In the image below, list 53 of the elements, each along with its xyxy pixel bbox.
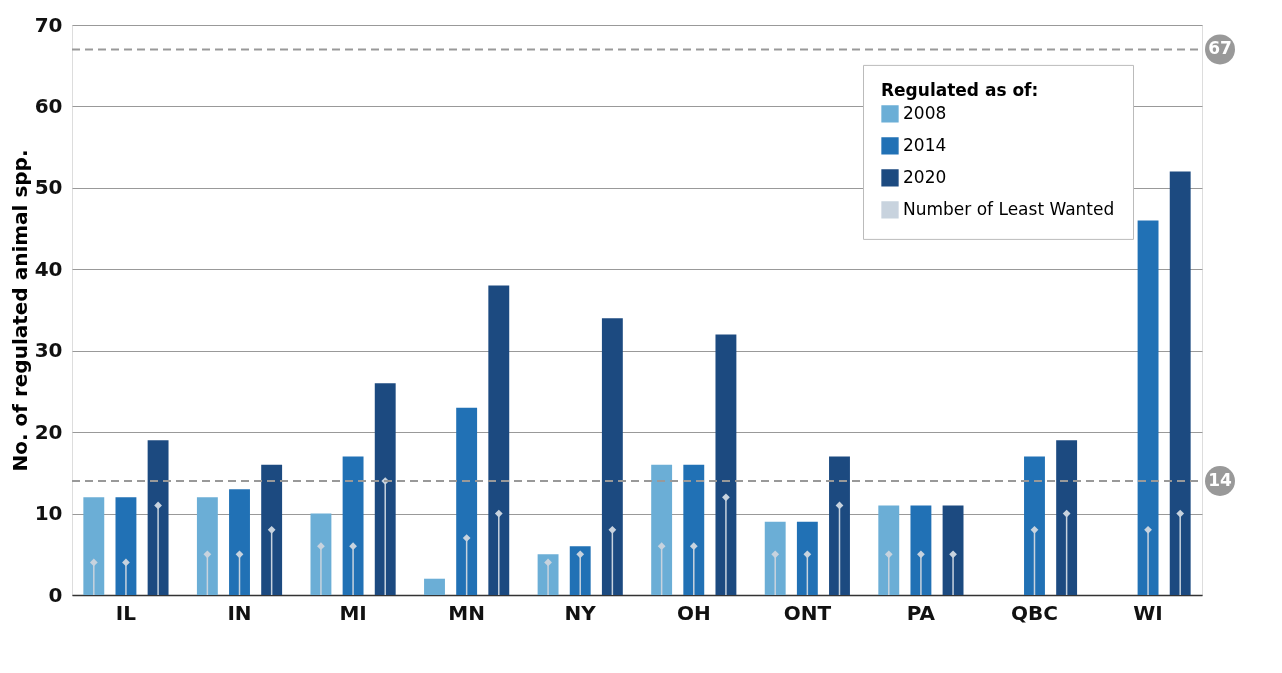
x-tick-label: MN xyxy=(448,600,485,625)
bar xyxy=(147,440,169,595)
bar xyxy=(1169,171,1191,595)
y-tick-label: 0 xyxy=(48,582,63,607)
legend-label: 2020 xyxy=(903,166,947,187)
y-tick-label: 30 xyxy=(34,338,63,363)
y-tick-label: 10 xyxy=(34,501,63,526)
bar xyxy=(715,334,737,595)
bar xyxy=(310,513,332,595)
bar xyxy=(764,521,786,595)
bar xyxy=(83,497,105,595)
y-tick-label: 60 xyxy=(34,93,63,118)
x-tick-label: PA xyxy=(906,600,936,625)
x-tick-label: MI xyxy=(339,600,367,625)
x-tick-label: QBC xyxy=(1011,600,1058,625)
bar xyxy=(651,464,673,595)
x-tick-label: WI xyxy=(1133,600,1163,625)
bar xyxy=(261,464,283,595)
bar xyxy=(683,464,705,595)
bar xyxy=(229,489,250,595)
bar xyxy=(796,521,818,595)
bar xyxy=(488,285,510,595)
y-tick-label: 20 xyxy=(34,419,63,444)
bar xyxy=(196,497,218,595)
bar xyxy=(601,318,623,595)
legend-title: Regulated as of: xyxy=(881,79,1039,100)
bar xyxy=(829,456,850,595)
bar xyxy=(424,578,445,595)
bar xyxy=(878,505,900,595)
bar xyxy=(456,407,478,595)
bar xyxy=(374,383,396,595)
y-axis-title: No. of regulated animal spp. xyxy=(7,149,32,472)
y-tick-label: 50 xyxy=(34,175,63,200)
bar xyxy=(942,505,964,595)
bar xyxy=(342,456,364,595)
legend-label: 2008 xyxy=(903,102,947,123)
y-tick-label: 70 xyxy=(34,12,63,37)
x-tick-label: NY xyxy=(564,600,597,625)
bar xyxy=(1137,220,1159,595)
x-tick-label: IN xyxy=(227,600,252,625)
ref-line-label: 14 xyxy=(1208,470,1232,490)
x-tick-label: IL xyxy=(115,600,137,625)
bar xyxy=(910,505,932,595)
bar xyxy=(1024,456,1045,595)
x-tick-label: OH xyxy=(676,600,711,625)
x-tick-label: ONT xyxy=(783,600,832,625)
ref-line-label: 67 xyxy=(1208,38,1232,59)
legend-label: Number of Least Wanted xyxy=(903,198,1115,219)
y-tick-label: 40 xyxy=(34,256,63,281)
bar xyxy=(115,497,137,595)
bar xyxy=(1056,440,1078,595)
legend-label: 2014 xyxy=(903,134,947,155)
bar xyxy=(569,546,591,595)
